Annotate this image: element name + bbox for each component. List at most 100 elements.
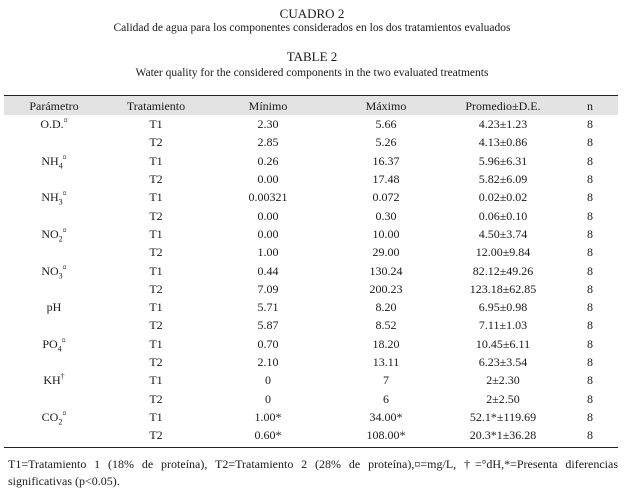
water-quality-table: Parámetro Tratamiento Mínimo Máximo Prom… [4, 97, 618, 444]
parameter-subscript: 4 [57, 344, 62, 354]
cell-minimum: 0.00 [257, 172, 279, 187]
cell-n: 8 [587, 263, 593, 278]
cell-n: 8 [587, 245, 593, 260]
cell-maximum: 16.37 [372, 153, 400, 168]
cell-treatment: T2 [149, 135, 163, 150]
cell-maximum: 34.00* [369, 409, 403, 424]
cell-parameter: O.D.¤ [4, 115, 104, 133]
table-row: T2 2.10 13.11 6.23±3.54 8 [4, 353, 618, 371]
header-band [4, 96, 618, 115]
caption-es-title: Calidad de agua para los componentes con… [113, 22, 511, 34]
cell-treatment: T1 [149, 373, 163, 388]
cell-parameter [4, 389, 104, 407]
header-treatment: Tratamiento [126, 99, 186, 113]
cell-treatment: T2 [149, 355, 163, 369]
cell-maximum: 5.66 [375, 117, 397, 132]
cell-parameter: CO2¤ [4, 408, 104, 426]
cell-maximum: 130.24 [369, 263, 403, 278]
cell-treatment: T2 [149, 281, 163, 296]
cell-parameter [4, 243, 104, 261]
table-row: PO4¤ T1 0.70 18.20 10.45±6.11 8 [4, 335, 618, 353]
cell-n: 8 [587, 172, 593, 187]
cell-maximum: 29.00 [372, 245, 400, 260]
cell-minimum: 0.26 [257, 153, 279, 168]
cell-n: 8 [587, 226, 593, 241]
cell-mean-sd: 4.13±0.86 [478, 135, 528, 150]
parameter-unit-mark: † [60, 372, 65, 382]
cell-mean-sd: 2±2.50 [486, 391, 520, 406]
parameter-name: CO [41, 409, 59, 424]
cell-maximum: 200.23 [369, 281, 403, 296]
cell-minimum: 2.30 [257, 117, 279, 132]
parameter-unit-mark: ¤ [61, 335, 66, 345]
parameter-name: PO [42, 336, 58, 351]
table-row: T2 7.09 200.23 123.18±62.85 8 [4, 280, 618, 298]
parameter-unit-mark: ¤ [62, 225, 67, 235]
cell-n: 8 [587, 318, 593, 333]
cell-minimum: 7.09 [257, 281, 279, 296]
cell-treatment: T2 [149, 391, 163, 406]
cell-minimum: 0.44 [257, 263, 279, 278]
table-row: T2 0.60* 108.00* 20.3*1±36.28 8 [4, 426, 618, 444]
cell-n: 8 [587, 355, 593, 369]
table-top-rule [4, 95, 618, 96]
table-row: T2 0 6 2±2.50 8 [4, 389, 618, 407]
table-row: T2 5.87 8.52 7.11±1.03 8 [4, 316, 618, 334]
cell-minimum: 0.00 [257, 208, 279, 223]
parameter-name: NO [41, 226, 59, 241]
cell-n: 8 [587, 391, 593, 406]
cell-parameter [4, 133, 104, 151]
cell-parameter [4, 280, 104, 298]
cell-minimum: 0.70 [257, 336, 279, 351]
parameter-unit-mark: ¤ [62, 189, 67, 199]
cell-treatment: T2 [149, 428, 163, 443]
parameter-subscript: 3 [58, 270, 63, 280]
cell-n: 8 [587, 336, 593, 351]
cell-n: 8 [587, 373, 593, 388]
cell-minimum: 0 [265, 391, 271, 406]
cell-mean-sd: 123.18±62.85 [469, 281, 537, 296]
cell-n: 8 [587, 190, 593, 205]
cell-maximum: 8.20 [375, 300, 397, 315]
cell-parameter: pH [4, 298, 104, 316]
cell-parameter [4, 206, 104, 224]
cell-mean-sd: 82.12±49.26 [472, 263, 534, 278]
cell-n: 8 [587, 208, 593, 223]
cell-treatment: T1 [149, 117, 163, 132]
cell-mean-sd: 5.82±6.09 [478, 172, 528, 187]
parameter-name: pH [46, 300, 62, 315]
cell-treatment: T1 [149, 226, 163, 241]
header-parameter: Parámetro [29, 99, 79, 113]
table-row: NH4¤ T1 0.26 16.37 5.96±6.31 8 [4, 152, 618, 170]
cell-treatment: T1 [149, 153, 163, 168]
cell-minimum: 1.00 [257, 245, 279, 260]
cell-maximum: 17.48 [372, 172, 400, 187]
cell-mean-sd: 6.95±0.98 [478, 300, 528, 315]
cell-treatment: T1 [149, 300, 163, 315]
cell-n: 8 [587, 281, 593, 296]
parameter-name: NH [41, 190, 59, 205]
caption-es-number: CUADRO 2 [279, 6, 345, 21]
parameter-unit-mark: ¤ [62, 262, 67, 272]
table-row: pH T1 5.71 8.20 6.95±0.98 8 [4, 298, 618, 316]
cell-mean-sd: 20.3*1±36.28 [469, 428, 537, 443]
parameter-subscript: 3 [58, 197, 63, 207]
cell-maximum: 7 [383, 373, 389, 388]
cell-mean-sd: 12.00±9.84 [475, 245, 531, 260]
table-row: T2 0.00 0.30 0.06±0.10 8 [4, 206, 618, 224]
cell-n: 8 [587, 428, 593, 443]
cell-minimum: 5.87 [257, 318, 279, 333]
cell-treatment: T1 [149, 190, 163, 205]
header-row: Parámetro Tratamiento Mínimo Máximo Prom… [4, 97, 618, 115]
cell-minimum: 0.60* [254, 428, 282, 443]
cell-parameter: KH† [4, 371, 104, 389]
cell-treatment: T2 [149, 318, 163, 333]
cell-n: 8 [587, 153, 593, 168]
header-minimum: Mínimo [248, 99, 288, 113]
cell-treatment: T1 [149, 409, 163, 424]
cell-parameter [4, 353, 104, 371]
header-maximum: Máximo [365, 99, 407, 113]
cell-maximum: 0.072 [372, 190, 400, 205]
parameter-name: O.D. [40, 117, 64, 132]
table-row: T2 1.00 29.00 12.00±9.84 8 [4, 243, 618, 261]
